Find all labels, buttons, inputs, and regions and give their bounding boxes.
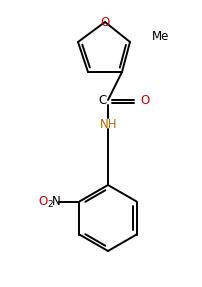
Text: N: N — [52, 195, 60, 208]
Text: 2: 2 — [47, 200, 53, 209]
Text: Me: Me — [151, 30, 168, 42]
Text: NH: NH — [100, 119, 117, 131]
Text: O: O — [139, 94, 148, 108]
Text: O: O — [100, 15, 109, 28]
Text: C: C — [98, 94, 106, 108]
Text: O: O — [39, 195, 48, 208]
